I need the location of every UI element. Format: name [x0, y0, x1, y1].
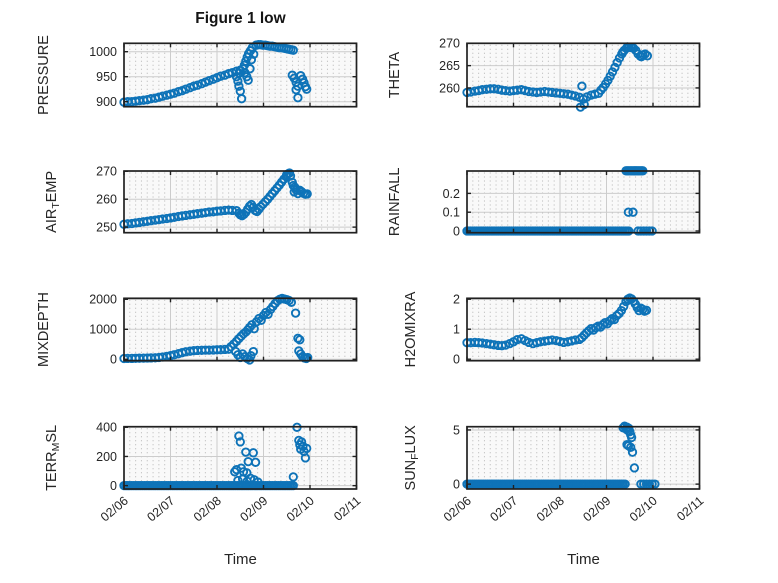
x-tick-label: 02/08	[534, 494, 567, 525]
data-markers	[119, 168, 312, 229]
y-tick-label: 0.2	[443, 187, 460, 201]
y-tick-label: 400	[96, 421, 117, 435]
data-markers	[462, 166, 657, 236]
y-tick-label: 5	[453, 423, 460, 437]
axes-box	[466, 170, 701, 234]
subscript: T	[50, 202, 62, 209]
data-markers	[462, 42, 653, 112]
data-markers	[462, 293, 652, 351]
tick-marks	[466, 298, 701, 361]
y-axis-label: RAINFALL	[387, 168, 403, 237]
y-tick-label: 270	[96, 165, 117, 179]
y-tick-label: 2000	[89, 293, 117, 307]
subplot-air-temp: 250 260 270 AIRT​EMP	[44, 165, 358, 234]
y-tick-label: 260	[439, 81, 460, 95]
plot-area	[467, 171, 700, 233]
tick-marks	[466, 171, 701, 233]
y-axis-label: H2OMIXRA	[403, 291, 419, 367]
y-tick-label: 1000	[89, 45, 117, 59]
subplot-h2omixra: 0 1 2 H2OMIXRA	[403, 291, 701, 367]
x-tick-label: 02/07	[144, 494, 177, 525]
x-tick-label: 02/10	[627, 494, 660, 525]
y-axis-label: MIXDEPTH	[36, 292, 52, 367]
y-axis-label: TERRM​SL	[44, 425, 62, 491]
tick-marks	[123, 43, 358, 107]
y-tick-label: 900	[96, 95, 117, 109]
subplot-rainfall: 0 0.1 0.2 RAINFALL	[387, 166, 701, 238]
y-tick-label: 260	[96, 193, 117, 207]
major-grid	[467, 298, 700, 361]
x-axis-label-left: Time	[224, 551, 257, 568]
y-tick-label: 0.1	[443, 206, 460, 220]
plot-area	[124, 426, 357, 489]
tick-marks	[123, 426, 358, 489]
y-tick-label: 0	[453, 224, 460, 238]
y-tick-label: 0	[110, 353, 117, 367]
minor-grid	[472, 172, 695, 232]
axes-box	[123, 170, 358, 234]
subplot-terr-msl: 0 200 400 TERRM​SL 02/06 02/07 02/08 02/09 02/10…	[44, 421, 363, 525]
x-tick-label: 02/11	[331, 494, 363, 524]
data-markers	[462, 421, 660, 489]
y-tick-label: 0	[110, 479, 117, 493]
subplot-pressure: 900 950 1000 PRESSURE	[36, 35, 358, 115]
subplot-sun-flux: 0 5 SUNF​LUX 02/06 02/07 02/08 02/09 02/10 02/11	[403, 421, 706, 525]
x-tick-label: 02/09	[580, 494, 613, 525]
axes-box	[466, 42, 701, 108]
x-axis-label-right: Time	[567, 551, 600, 568]
subscript: F	[409, 453, 421, 459]
axes-box	[466, 425, 701, 490]
y-tick-label: 265	[439, 59, 460, 73]
y-tick-label: 950	[96, 70, 117, 84]
y-axis-label: AIRT​EMP	[44, 171, 62, 233]
y-tick-label: 270	[439, 37, 460, 51]
x-tick-label: 02/10	[284, 494, 317, 525]
tick-marks	[123, 170, 358, 233]
y-tick-label: 2	[453, 293, 460, 307]
y-axis-label: PRESSURE	[36, 35, 52, 115]
x-tick-label: 02/06	[98, 494, 131, 525]
subscript: M	[50, 443, 62, 452]
tick-marks	[466, 42, 701, 107]
y-axis-label: THETA	[387, 51, 403, 98]
tick-marks	[466, 426, 701, 489]
figure-title: Figure 1 low	[195, 10, 286, 27]
axes-box	[123, 425, 358, 490]
x-tick-label: 02/07	[487, 494, 520, 525]
y-axis-label: SUNF​LUX	[403, 425, 421, 491]
data-markers	[119, 293, 313, 365]
axes-box	[123, 42, 358, 108]
y-tick-label: 250	[96, 220, 117, 234]
y-tick-label: 200	[96, 450, 117, 464]
x-tick-label: 02/11	[674, 494, 706, 524]
y-tick-label: 0	[453, 477, 460, 491]
x-tick-label: 02/09	[237, 494, 270, 525]
y-tick-label: 1	[453, 323, 460, 337]
x-tick-label: 02/08	[191, 494, 224, 525]
tick-marks	[123, 298, 358, 361]
x-tick-label: 02/06	[441, 494, 474, 525]
subplot-mixdepth: 0 1000 2000 MIXDEPTH	[36, 292, 358, 367]
y-tick-label: 1000	[89, 323, 117, 337]
y-tick-label: 0	[453, 353, 460, 367]
subplot-theta: 260 265 270 THETA	[387, 37, 701, 112]
